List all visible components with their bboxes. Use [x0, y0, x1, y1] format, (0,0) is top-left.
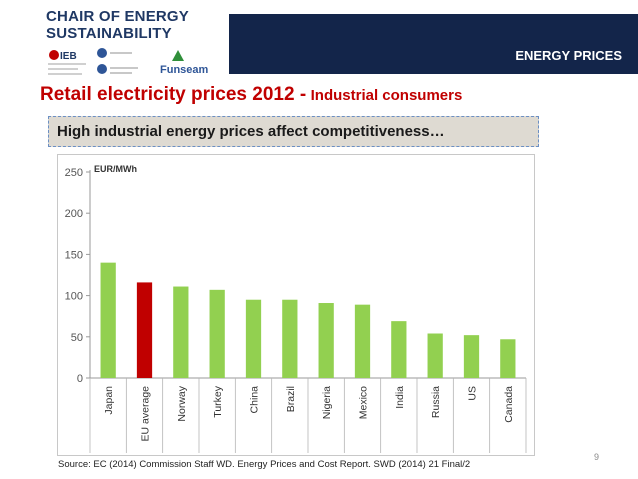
bar — [100, 262, 116, 378]
y-tick-label: 200 — [65, 208, 83, 220]
slide-title: Retail electricity prices 2012 - Industr… — [40, 84, 462, 106]
header-band: ENERGY PRICES — [229, 14, 638, 74]
ieb-logo-text: IEB — [60, 51, 77, 62]
slide-title-sub: Industrial consumers — [310, 87, 463, 104]
bar — [391, 321, 407, 378]
logo-line-1: CHAIR OF ENERGY — [46, 8, 190, 25]
bar — [463, 335, 480, 378]
bar — [354, 304, 371, 378]
subtitle-callout: High industrial energy prices affect com… — [48, 116, 539, 147]
y-tick-label: 50 — [71, 332, 83, 344]
bar — [318, 303, 334, 378]
y-tick-label: 100 — [65, 291, 83, 303]
ieb-logo: IEB — [48, 50, 86, 75]
funseam-logo: Funseam — [160, 50, 209, 76]
funseam-logo-text: Funseam — [160, 64, 209, 76]
x-tick-label: Russia — [430, 386, 442, 418]
x-tick-label: Nigeria — [321, 386, 333, 419]
chart-frame: 0 50 100 150 200 250 Japan EU average Norway Tur… — [57, 154, 535, 456]
bar-chart: 0 50 100 150 200 250 Japan EU average Norway Tur… — [65, 164, 527, 453]
bar — [245, 299, 262, 378]
y-axis-unit-label: EUR/MWh — [94, 164, 137, 174]
x-tick-label: Norway — [176, 385, 188, 421]
bar — [173, 286, 189, 378]
category-dividers — [89, 378, 527, 453]
bar — [136, 282, 153, 378]
section-label: ENERGY PRICES — [515, 48, 622, 63]
y-tick-label: 0 — [77, 373, 83, 385]
x-tick-label: Mexico — [358, 386, 370, 419]
bar — [209, 289, 225, 378]
subtitle-text: High industrial energy prices affect com… — [57, 123, 445, 140]
slide-title-main: Retail electricity prices 2012 - — [40, 84, 307, 105]
logo-line-2: SUSTAINABILITY — [46, 25, 172, 42]
bar — [282, 299, 298, 378]
x-tick-label: EU average — [140, 386, 152, 442]
x-axis-labels: Japan EU average Norway Turkey China Brazil Ni… — [103, 385, 515, 441]
x-tick-label: Japan — [103, 386, 115, 415]
x-tick-label: US — [467, 386, 479, 401]
partner-logos: IEB Funseam — [48, 48, 209, 76]
source-note: Source: EC (2014) Commission Staff WD. E… — [58, 459, 471, 470]
y-tick-label: 150 — [65, 249, 83, 261]
x-tick-label: Canada — [503, 386, 515, 423]
page-number: 9 — [594, 452, 600, 462]
x-tick-label: India — [394, 386, 406, 409]
bar — [427, 333, 443, 378]
bars — [100, 262, 516, 378]
y-tick-label: 250 — [65, 167, 83, 179]
x-tick-label: Turkey — [212, 385, 224, 417]
x-tick-label: China — [249, 386, 261, 414]
bar — [500, 339, 516, 378]
chair-logo-title: CHAIR OF ENERGY SUSTAINABILITY — [46, 8, 189, 42]
x-tick-label: Brazil — [285, 386, 297, 412]
ub-logo — [97, 48, 138, 74]
